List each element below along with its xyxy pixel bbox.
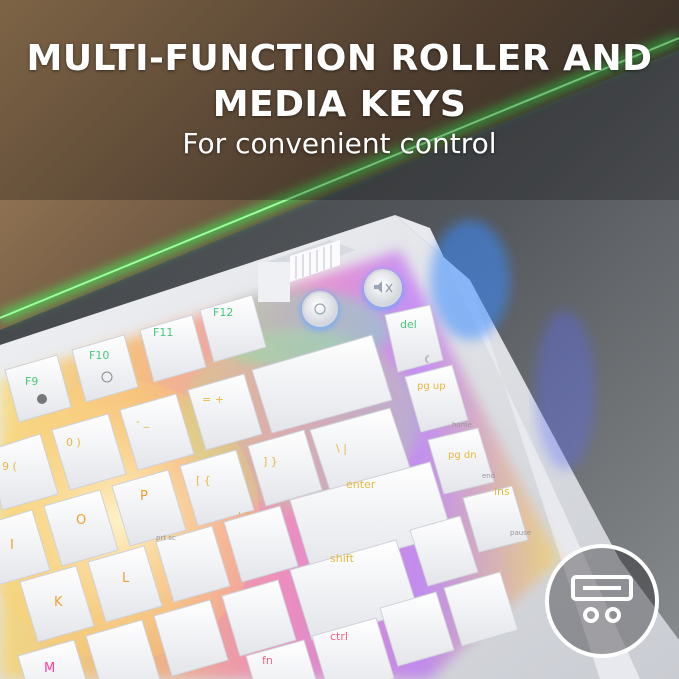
media-button[interactable] xyxy=(300,291,340,331)
key-pgup-label: pg up xyxy=(417,381,446,392)
key-i[interactable]: I xyxy=(0,509,51,586)
key-i-label: I xyxy=(10,538,14,553)
key-end-label: end xyxy=(482,472,495,480)
key-k[interactable]: K xyxy=(19,565,95,643)
brightness-icon xyxy=(101,371,113,383)
key-minus-label: - _ xyxy=(136,415,149,428)
key-bracket-l[interactable]: [ { xyxy=(179,449,255,527)
key-o-label: O xyxy=(76,513,86,528)
key-minus[interactable]: - _ xyxy=(119,393,195,471)
key-k-label: K xyxy=(54,595,63,610)
key-f10[interactable]: F10 xyxy=(71,334,139,403)
key-f10-label: F10 xyxy=(89,349,109,362)
key-equals[interactable]: = + xyxy=(187,373,263,451)
mute-button[interactable] xyxy=(362,269,404,311)
key-zero-label: 0 ) xyxy=(66,436,81,449)
key-f11[interactable]: F11 xyxy=(139,314,207,383)
key-o[interactable]: O xyxy=(43,489,119,567)
key-f9-label: F9 xyxy=(25,375,38,388)
key-nine-label: 9 ( xyxy=(2,460,17,473)
key-semicolon[interactable]: prt sc xyxy=(155,525,231,603)
key-l-label: L xyxy=(122,571,130,586)
key-del-label: del xyxy=(400,318,417,331)
headline-line-1: MULTI-FUNCTION ROLLER AND xyxy=(26,38,653,79)
key-pgup[interactable]: pg up home xyxy=(404,364,472,433)
key-del[interactable]: del ☾ xyxy=(384,304,444,373)
key-nine[interactable]: 9 ( xyxy=(0,433,59,511)
key-zero[interactable]: 0 ) xyxy=(51,413,127,491)
key-f9[interactable]: F9 xyxy=(4,354,72,423)
key-equals-label: = + xyxy=(202,393,224,406)
key-ins-label: ins xyxy=(494,485,510,498)
key-l[interactable]: L xyxy=(87,545,163,623)
key-bracket-r-label: ] } xyxy=(263,455,278,468)
key-f12-label: F12 xyxy=(213,306,233,319)
key-m[interactable]: M xyxy=(17,639,92,679)
key-ctrl-label: ctrl xyxy=(330,630,348,643)
roller-badge-icon xyxy=(545,544,659,658)
key-pause-label: pause xyxy=(510,529,531,537)
key-down[interactable] xyxy=(443,571,519,647)
key-bracket-l-label: [ { xyxy=(196,474,211,487)
key-left[interactable] xyxy=(379,591,455,667)
key-p-label: P xyxy=(140,489,148,504)
key-m-label: M xyxy=(44,661,55,676)
key-p[interactable]: P xyxy=(111,469,187,547)
key-period[interactable] xyxy=(153,599,229,677)
key-home-label: home xyxy=(452,421,472,429)
key-quote[interactable]: ' " xyxy=(223,505,299,583)
key-ctrl[interactable]: ctrl xyxy=(311,617,395,679)
key-up[interactable] xyxy=(409,515,479,587)
key-slash[interactable] xyxy=(221,579,297,657)
subheadline: For convenient control xyxy=(182,127,497,160)
key-ins[interactable]: ins pause xyxy=(462,485,531,553)
headline: MULTI-FUNCTION ROLLER AND MEDIA KEYS xyxy=(0,36,679,128)
key-f11-label: F11 xyxy=(153,326,173,339)
key-enter-label: enter xyxy=(346,478,376,491)
key-comma[interactable] xyxy=(85,619,161,679)
moon-icon: ☾ xyxy=(424,355,433,366)
key-backspace[interactable] xyxy=(251,334,393,434)
key-pgdn[interactable]: pg dn end xyxy=(427,427,495,495)
key-pgdn-label: pg dn xyxy=(448,450,477,461)
key-fn[interactable]: fn xyxy=(245,639,322,679)
headline-line-2: MEDIA KEYS xyxy=(212,84,467,125)
key-quote-label: ' " xyxy=(238,510,250,523)
key-f12[interactable]: F12 xyxy=(199,294,267,363)
key-bracket-r[interactable]: ] } xyxy=(247,429,323,507)
key-fn-label: fn xyxy=(262,654,273,667)
key-backslash-label: \ | xyxy=(336,442,347,455)
key-prtsc-label: prt sc xyxy=(156,534,176,542)
roller-housing xyxy=(258,240,355,302)
key-shift-label: shift xyxy=(330,552,354,565)
m-icon xyxy=(37,394,47,404)
